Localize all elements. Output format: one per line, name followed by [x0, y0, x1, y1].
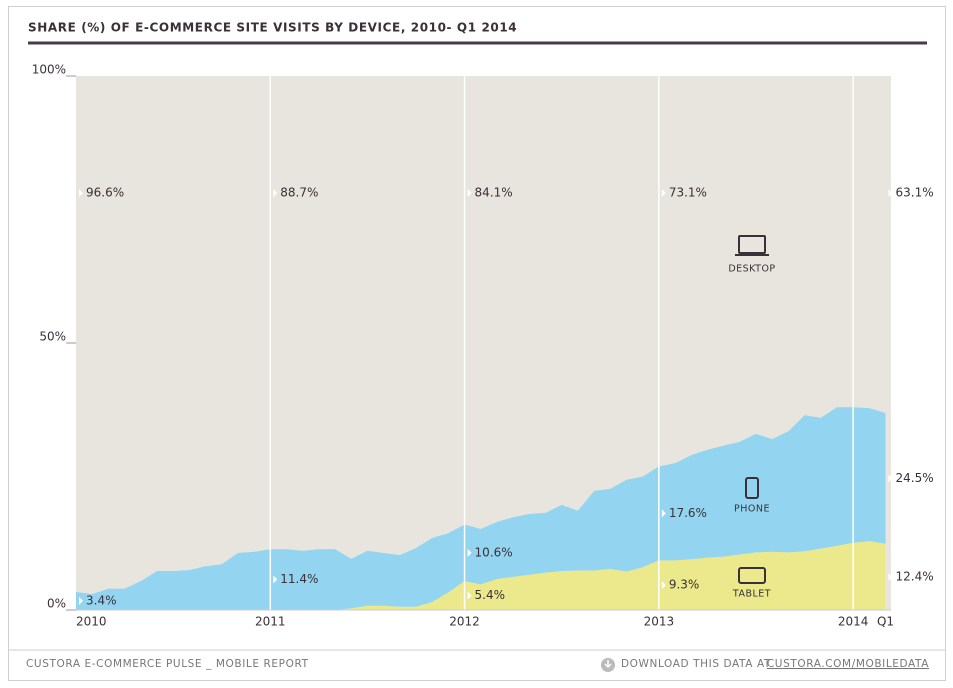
- tablet-icon: [738, 567, 766, 584]
- label-marker: [79, 596, 83, 605]
- data-label: 10.6%: [475, 545, 513, 559]
- label-marker: [273, 575, 278, 584]
- label-marker: [661, 189, 666, 197]
- y-tick-label: 100%: [32, 63, 66, 77]
- x-tick-label: 2011: [255, 615, 286, 629]
- label-marker: [661, 581, 666, 590]
- data-label: 9.3%: [669, 578, 700, 592]
- y-tick-label: 0%: [47, 597, 66, 611]
- label-marker: [273, 189, 278, 197]
- label-marker: [467, 189, 472, 197]
- label-marker: [888, 474, 893, 483]
- x-tick-label: 2014: [838, 615, 869, 629]
- label-marker: [888, 572, 893, 581]
- data-label: 63.1%: [896, 186, 934, 200]
- x-tick-label: 2013: [644, 615, 675, 629]
- label-marker: [79, 189, 83, 197]
- label-marker: [467, 548, 472, 557]
- footer-source: CUSTORA E-COMMERCE PULSE _ MOBILE REPORT: [26, 658, 309, 670]
- x-tick-label: 2012: [449, 615, 480, 629]
- data-label: 24.5%: [896, 471, 934, 485]
- series-label: TABLET: [732, 589, 771, 600]
- chart-title: SHARE (%) OF E-COMMERCE SITE VISITS BY D…: [28, 21, 517, 35]
- x-tick-label: Q1: [877, 615, 894, 629]
- label-marker: [661, 509, 666, 518]
- data-label: 11.4%: [280, 572, 318, 586]
- data-label: 73.1%: [669, 186, 707, 200]
- desktop-icon: [738, 235, 766, 254]
- y-tick-label: 50%: [39, 330, 66, 344]
- area: [76, 541, 886, 610]
- phone-icon: [745, 477, 759, 499]
- data-label: 96.6%: [86, 186, 124, 200]
- data-label: 5.4%: [475, 588, 506, 602]
- data-label: 88.7%: [280, 186, 318, 200]
- data-label: 84.1%: [475, 186, 513, 200]
- label-marker: [467, 591, 472, 600]
- area: [76, 407, 886, 610]
- data-label: 17.6%: [669, 506, 707, 520]
- x-tick-label: 2010: [76, 615, 107, 629]
- series-label: DESKTOP: [728, 264, 775, 275]
- download-arrow: [604, 660, 612, 669]
- series-label: PHONE: [734, 504, 770, 515]
- data-label: 3.4%: [86, 593, 117, 607]
- data-label: 12.4%: [896, 569, 934, 583]
- footer-link[interactable]: CUSTORA.COM/MOBILEDATA: [767, 658, 929, 670]
- footer-download: DOWNLOAD THIS DATA AT: [621, 658, 771, 670]
- area: [76, 76, 886, 594]
- label-marker: [888, 189, 893, 197]
- plot-area: [76, 76, 891, 610]
